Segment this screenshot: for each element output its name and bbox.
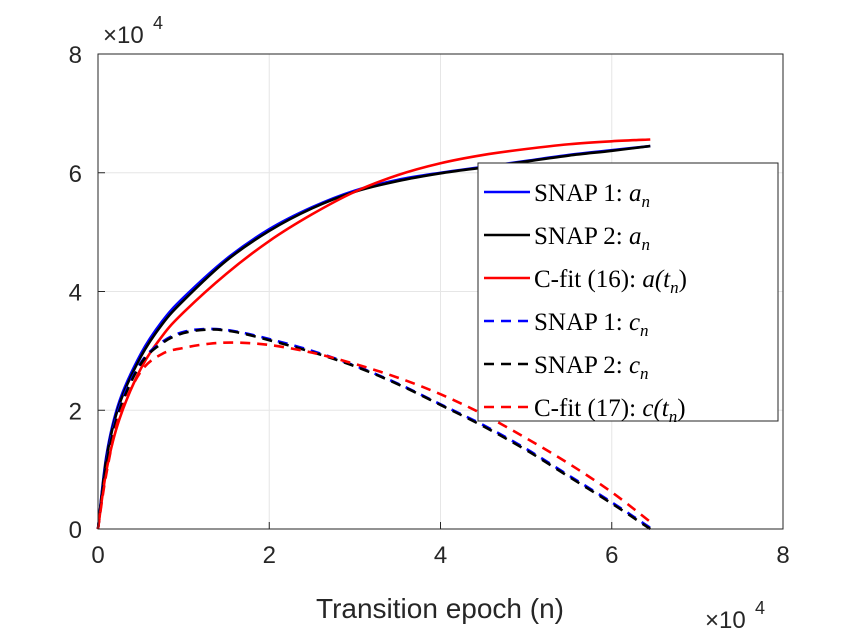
y-multiplier: ×10 4 <box>103 13 163 49</box>
x-tick-label: 4 <box>434 542 447 569</box>
x-tick-label: 8 <box>776 542 789 569</box>
legend: SNAP 1: an​ SNAP 2: an​ C-fit (16): a(tn) S… <box>477 162 779 426</box>
legend-item: SNAP 1: an​ <box>484 180 650 211</box>
legend-item: C-fit (17): c(tn) <box>484 395 686 426</box>
y-tick-labels: 0 2 4 6 8 <box>69 42 82 544</box>
x-multiplier: ×10 4 <box>705 598 765 634</box>
x-tick-label: 6 <box>605 542 618 569</box>
legend-item: SNAP 2: an​ <box>484 223 650 254</box>
series-layer <box>96 138 652 531</box>
x-tick-labels: 0 2 4 6 8 <box>91 542 789 569</box>
legend-box <box>477 162 779 422</box>
legend-label: SNAP 2: an​ <box>534 223 650 254</box>
y-tick-label: 6 <box>69 161 82 188</box>
legend-label: SNAP 2: cn​ <box>534 352 649 383</box>
series-line-2 <box>96 144 651 530</box>
legend-label: SNAP 1: an​ <box>534 180 650 211</box>
y-tick-label: 4 <box>69 280 82 307</box>
legend-item: SNAP 1: cn​ <box>484 309 649 340</box>
series-line-3 <box>96 138 651 530</box>
y-tick-label: 8 <box>69 42 82 69</box>
y-tick-label: 0 <box>69 517 82 544</box>
series-line-6 <box>96 341 652 530</box>
legend-label: C-fit (17): c(tn) <box>534 395 686 426</box>
legend-label: SNAP 1: cn​ <box>534 309 649 340</box>
y-tick-label: 2 <box>69 398 82 425</box>
x-multiplier-exponent: 4 <box>755 598 765 618</box>
y-multiplier-exponent: 4 <box>153 13 163 33</box>
series-line-5 <box>96 328 651 531</box>
legend-item: C-fit (16): a(tn) <box>484 266 687 297</box>
ticks <box>97 53 784 530</box>
legend-item: SNAP 2: cn​ <box>484 352 649 383</box>
x-tick-label: 0 <box>91 542 104 569</box>
y-multiplier-base: ×10 <box>103 22 144 49</box>
x-axis-label: Transition epoch (n) <box>316 593 564 624</box>
x-tick-label: 2 <box>263 542 276 569</box>
legend-label: C-fit (16): a(tn) <box>534 266 687 297</box>
x-multiplier-base: ×10 <box>705 607 746 634</box>
